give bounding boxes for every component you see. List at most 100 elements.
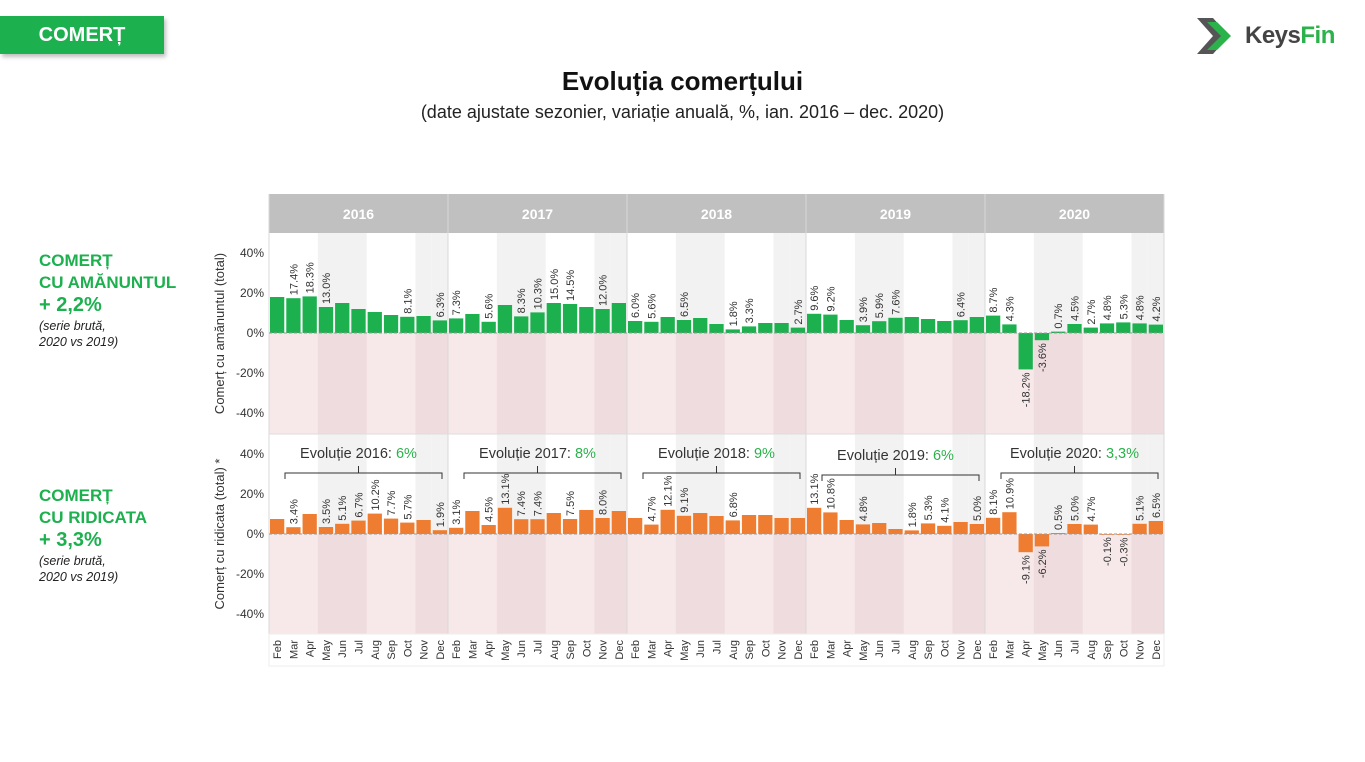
month-band: [1066, 333, 1083, 434]
wholesale-summary-line1: COMERȚ: [39, 486, 113, 505]
month-band: [692, 534, 709, 634]
bar: [383, 518, 399, 534]
x-tick-label: May: [1037, 640, 1049, 661]
month-band: [708, 333, 725, 434]
evolution-annotation-text: Evoluție 2018:: [658, 446, 754, 462]
month-band: [529, 233, 546, 333]
x-label-frame: [268, 633, 1165, 667]
wholesale-summary-line2: CU RIDICATA: [39, 508, 147, 527]
month-band: [708, 434, 725, 534]
bar: [497, 305, 513, 333]
x-tick-label: Jul: [1070, 640, 1082, 654]
retail-summary: COMERȚ CU AMĂNUNTUL + 2,2% (serie brută,…: [39, 250, 176, 350]
month-band: [952, 233, 969, 333]
month-band: [594, 434, 611, 534]
bar: [937, 525, 952, 534]
year-header-label: 2016: [343, 206, 374, 222]
month-band: [1050, 534, 1067, 634]
evolution-annotation: Evoluție 2017: 8%: [479, 446, 596, 462]
year-header-band: [269, 194, 1164, 233]
bar: [725, 329, 740, 333]
month-band: [415, 434, 432, 534]
bar: [611, 303, 626, 333]
evolution-annotation-text: Evoluție 2017:: [479, 446, 575, 462]
month-band: [496, 534, 514, 634]
month-band: [854, 534, 872, 634]
bar: [481, 525, 496, 534]
bar: [725, 520, 740, 534]
data-label: 6.5%: [679, 292, 691, 317]
data-label: -18.2%: [1021, 372, 1033, 407]
data-label: 13.1%: [809, 473, 821, 504]
bar: [302, 514, 317, 534]
x-tick-label: Aug: [728, 640, 740, 660]
month-band: [594, 333, 611, 434]
evolution-brace: [821, 468, 980, 481]
month-band: [610, 434, 627, 534]
month-band: [854, 233, 872, 333]
y-tick-label: -40%: [236, 607, 264, 621]
bar: [579, 510, 594, 534]
x-tick-label: Sep: [565, 640, 577, 660]
month-band: [1131, 434, 1148, 534]
bar: [790, 327, 805, 333]
bar: [709, 324, 724, 333]
month-band: [887, 434, 904, 534]
evolution-annotation-text: Evoluție 2016:: [300, 446, 396, 462]
month-band: [1131, 534, 1148, 634]
data-label: 4.5%: [484, 497, 496, 522]
data-label: -0.3%: [1118, 537, 1130, 566]
page-subtitle: (date ajustate sezonier, variație anuală…: [420, 102, 945, 122]
x-tick-label: Dec: [972, 640, 984, 660]
bar: [693, 318, 708, 333]
month-band: [952, 534, 969, 634]
x-tick-label: Feb: [988, 640, 1000, 659]
month-band: [675, 534, 693, 634]
data-label: 5.7%: [402, 494, 414, 519]
month-band: [431, 534, 448, 634]
bar: [270, 297, 285, 333]
x-tick-label: Mar: [825, 640, 837, 659]
bar: [383, 315, 399, 333]
month-band: [968, 534, 985, 634]
month-band: [610, 534, 627, 634]
data-label: 0.7%: [1053, 303, 1065, 328]
y-tick-label: 20%: [240, 286, 264, 300]
bar: [823, 512, 838, 534]
month-band: [871, 534, 888, 634]
x-tick-label: Sep: [386, 640, 398, 660]
bar: [367, 312, 382, 333]
month-band: [1147, 333, 1164, 434]
month-band: [692, 333, 709, 434]
data-label: 5.1%: [337, 496, 349, 521]
month-band: [594, 534, 611, 634]
month-band: [968, 233, 985, 333]
y-axis-label: Comerț cu amănuntul (total): [212, 253, 227, 414]
evolution-annotation: Evoluție 2016: 6%: [300, 446, 417, 462]
bar: [1067, 524, 1082, 534]
data-label: 18.3%: [305, 262, 317, 293]
data-label: 4.8%: [1135, 295, 1147, 320]
bar: [1018, 333, 1033, 370]
retail-summary-line2: CU AMĂNUNTUL: [39, 273, 177, 292]
data-label: 8.0%: [598, 490, 610, 515]
bar: [1132, 523, 1147, 534]
data-label: 5.1%: [1135, 496, 1147, 521]
y-tick-label: -20%: [236, 567, 264, 581]
bar: [1099, 534, 1115, 535]
bar: [758, 515, 773, 534]
bar: [888, 317, 903, 333]
data-label: 4.7%: [1086, 496, 1098, 521]
data-label: 3.3%: [744, 298, 756, 323]
data-label: 14.5%: [565, 270, 577, 301]
bar: [823, 314, 838, 333]
bar: [774, 323, 789, 333]
bar: [530, 312, 545, 333]
x-tick-label: Apr: [842, 640, 854, 657]
x-tick-label: Aug: [549, 640, 561, 660]
x-tick-label: Mar: [1004, 640, 1016, 659]
month-band: [773, 333, 790, 434]
bar: [432, 530, 447, 534]
x-tick-label: Jul: [533, 640, 545, 654]
month-band: [968, 333, 985, 434]
